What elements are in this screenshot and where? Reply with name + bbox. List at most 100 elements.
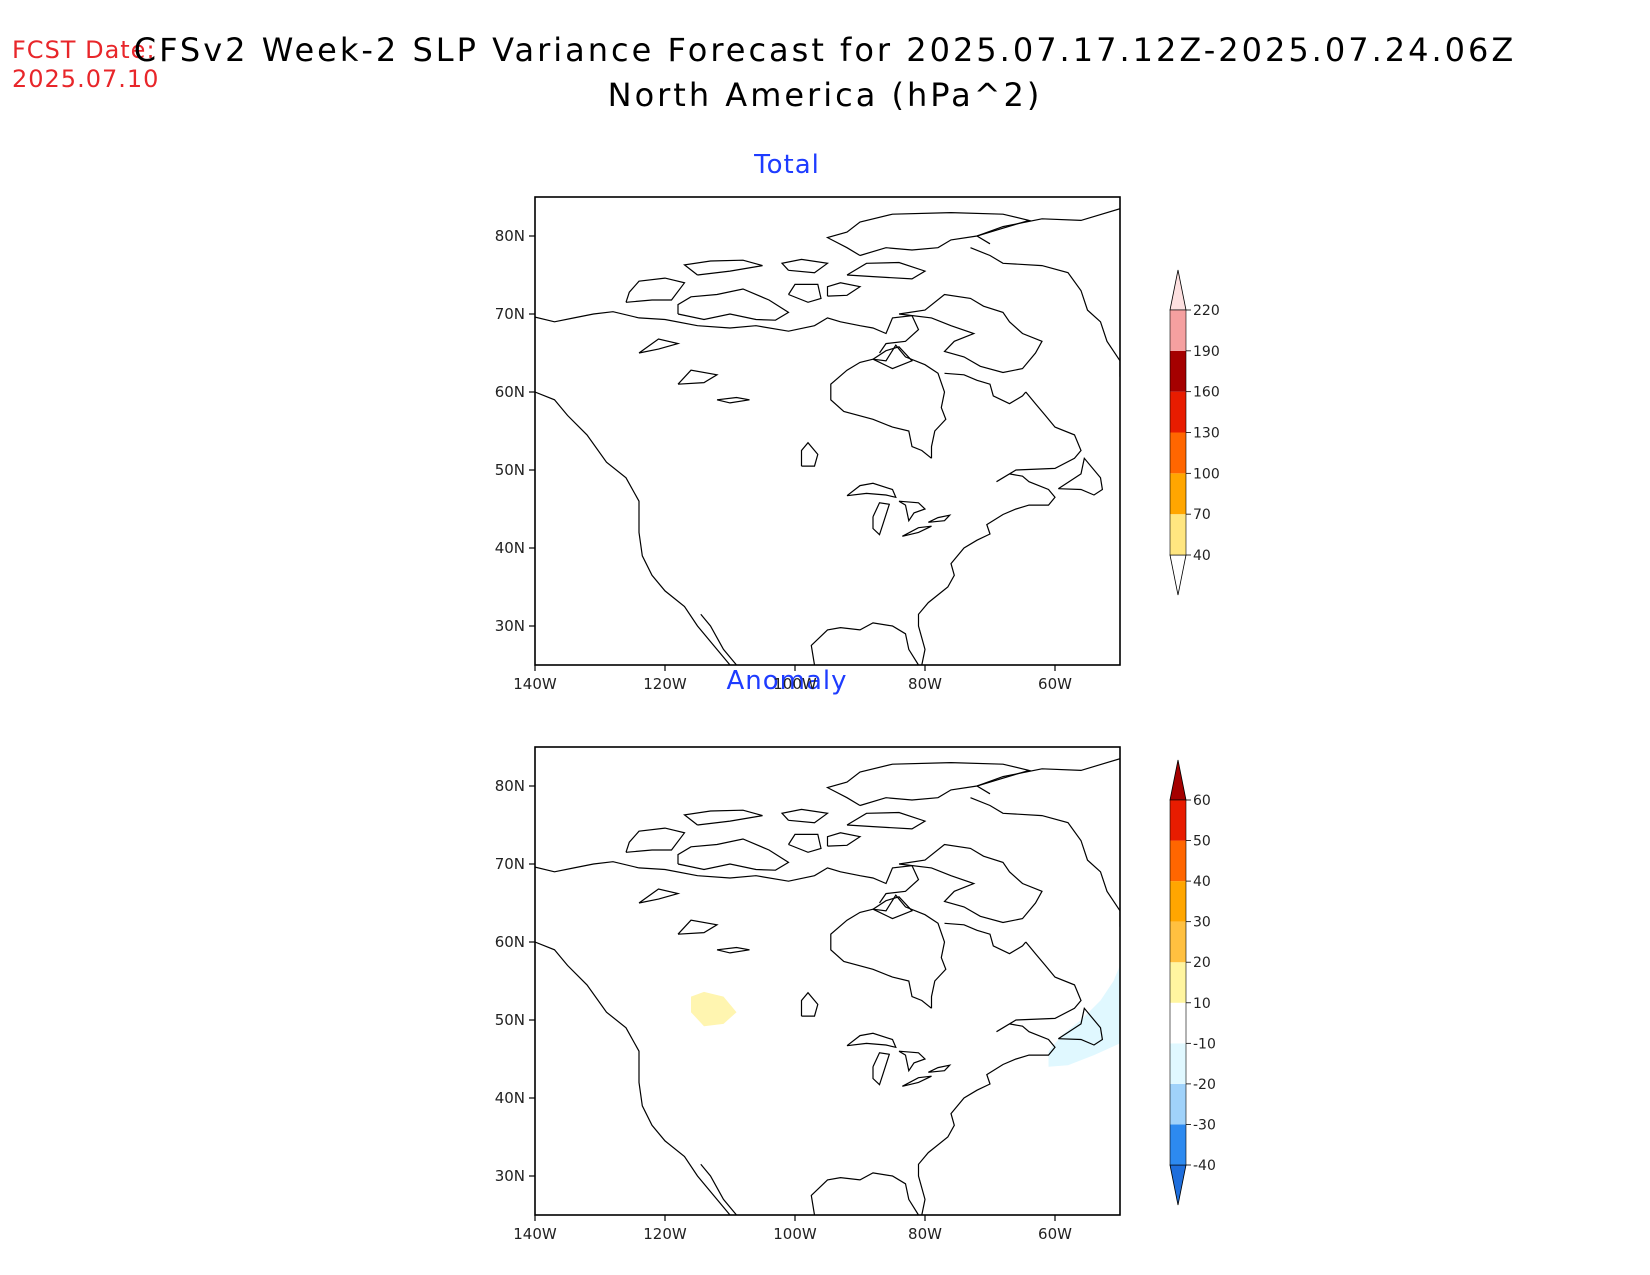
- coastline: [970, 247, 1120, 378]
- coastline: [625, 827, 686, 853]
- coastline: [677, 838, 790, 871]
- total-map: 80N 70N 60N 50N 40N 30N 140W 120W 100W 80W 60W 40 70…: [495, 196, 1220, 693]
- lat-label: 40N: [495, 539, 525, 557]
- colorbar-label: 70: [1193, 507, 1211, 523]
- coastline: [677, 919, 719, 935]
- lat-label: 60N: [495, 933, 525, 951]
- coastline: [944, 922, 1027, 955]
- coastline: [902, 525, 932, 537]
- lat-label: 50N: [495, 461, 525, 479]
- lat-label: 50N: [495, 1011, 525, 1029]
- colorbar-box: [1170, 350, 1186, 392]
- colorbar-label: 20: [1193, 955, 1211, 971]
- lat-label: 30N: [495, 617, 525, 635]
- coastline: [700, 613, 737, 665]
- coastline: [625, 277, 686, 303]
- colorbar-label: 190: [1193, 344, 1220, 360]
- coastline: [826, 282, 862, 297]
- coastline: [898, 293, 1043, 374]
- lon-label: 120W: [643, 675, 687, 693]
- coastline: [677, 369, 719, 385]
- coastline: [902, 1075, 932, 1087]
- coastline: [846, 1032, 897, 1049]
- colorbar-box: [1170, 514, 1186, 555]
- coastline: [535, 861, 920, 904]
- colorbar-label: 160: [1193, 385, 1220, 401]
- coastline: [810, 1172, 920, 1215]
- coastline: [780, 258, 830, 274]
- colorbar-label: 30: [1193, 915, 1211, 931]
- anomaly-shading-1: [1048, 965, 1120, 1067]
- coastline: [975, 208, 1120, 245]
- coastline: [898, 843, 1043, 924]
- colorbar-box: [1170, 473, 1186, 515]
- coastline: [928, 514, 952, 523]
- lat-label: 80N: [495, 777, 525, 795]
- colorbar-box: [1170, 840, 1186, 882]
- lon-label: 100W: [773, 675, 817, 693]
- coastline: [535, 941, 731, 1215]
- coastline: [917, 391, 1082, 665]
- lon-label: 80W: [908, 1225, 942, 1243]
- colorbar-label: -40: [1193, 1158, 1216, 1174]
- map-frame: [534, 196, 1121, 666]
- lon-label: 80W: [908, 675, 942, 693]
- lat-label: 40N: [495, 1089, 525, 1107]
- colorbar-box: [1170, 1043, 1186, 1084]
- colorbar-label: 220: [1193, 303, 1220, 319]
- coastline: [683, 259, 763, 276]
- coastline: [872, 502, 891, 536]
- coastline: [683, 809, 763, 826]
- coastline: [826, 832, 862, 847]
- lat-label: 60N: [495, 383, 525, 401]
- coastline: [787, 283, 822, 303]
- coastline: [846, 482, 897, 499]
- colorbar-label: 10: [1193, 996, 1211, 1012]
- main-subtitle: North America (hPa^2): [607, 76, 1043, 114]
- colorbar-label: 100: [1193, 466, 1220, 482]
- coastline: [716, 946, 750, 954]
- coastline: [928, 1064, 952, 1073]
- forecast-date-value: 2025.07.10: [12, 65, 160, 93]
- coastline: [898, 1050, 927, 1073]
- main-title: CFSv2 Week-2 SLP Variance Forecast for 2…: [133, 31, 1517, 69]
- coastline: [872, 896, 914, 920]
- lon-label: 100W: [773, 1225, 817, 1243]
- coastline: [1057, 456, 1104, 496]
- coastline: [535, 311, 920, 354]
- colorbar-box: [1170, 391, 1186, 433]
- coastline: [810, 622, 920, 665]
- colorbar-frame: [1169, 799, 1187, 1166]
- lat-label: 70N: [495, 855, 525, 873]
- colorbar-box: [1170, 881, 1186, 922]
- colorbar-label: 60: [1193, 793, 1211, 809]
- lon-label: 60W: [1038, 675, 1072, 693]
- colorbar-label: -30: [1193, 1117, 1216, 1133]
- coastline: [535, 391, 731, 665]
- colorbar-box: [1170, 921, 1186, 963]
- colorbar-label: 40: [1193, 874, 1211, 890]
- coastline: [1057, 1006, 1104, 1046]
- colorbar-label: -20: [1193, 1077, 1216, 1093]
- colorbar-box: [1170, 310, 1186, 351]
- coastline: [800, 441, 819, 467]
- map-content: [535, 208, 1120, 665]
- colorbar-box: [1170, 1083, 1186, 1125]
- coastline: [830, 894, 947, 1009]
- colorbar-label: 40: [1193, 548, 1211, 564]
- forecast-date-block: FCST Date: 2025.07.10: [12, 36, 159, 94]
- coastline: [780, 808, 830, 824]
- lat-label: 80N: [495, 227, 525, 245]
- lon-label: 140W: [513, 675, 557, 693]
- panel-title-total: Total: [754, 150, 820, 180]
- lat-label: 70N: [495, 305, 525, 323]
- map-content: [535, 758, 1120, 1215]
- coastline: [944, 372, 1027, 405]
- coastline: [825, 761, 1032, 807]
- coastline: [872, 346, 914, 370]
- coastline: [872, 1052, 891, 1086]
- coastline: [898, 500, 927, 523]
- colorbar-box: [1170, 800, 1186, 841]
- lon-label: 120W: [643, 1225, 687, 1243]
